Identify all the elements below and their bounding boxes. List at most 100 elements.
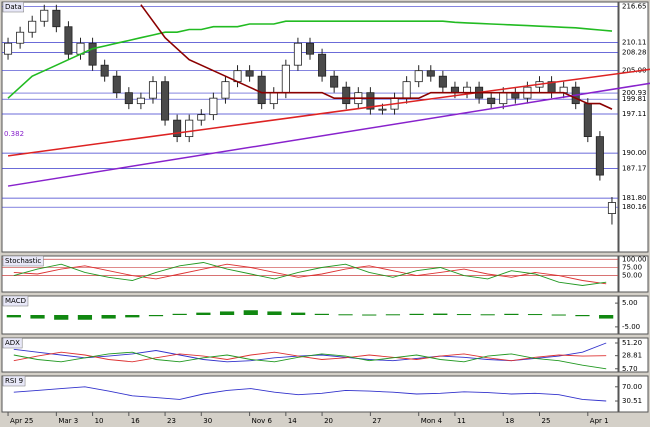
series-line xyxy=(140,4,613,110)
histogram-bar xyxy=(267,311,282,315)
candle-body xyxy=(185,119,194,138)
y-tick-label: 180.16 xyxy=(622,203,647,211)
histogram-bar xyxy=(409,313,424,315)
x-tick-label: Apr 25 xyxy=(10,417,33,425)
y-tick-label: 205.00 xyxy=(622,67,647,75)
x-tick-label: 30 xyxy=(203,417,212,425)
candle-body xyxy=(40,9,49,22)
trend-line xyxy=(7,68,650,157)
y-tick-label: 51.20 xyxy=(622,339,642,347)
y-tick-label: 208.28 xyxy=(622,49,647,57)
y-tick-label: 187.17 xyxy=(622,165,647,173)
candle-body xyxy=(366,92,375,110)
x-tick-label: Apr 1 xyxy=(590,417,609,425)
x-tick-label: 18 xyxy=(505,417,514,425)
annotation: 0.382 xyxy=(4,130,24,138)
candle-body xyxy=(257,75,266,105)
y-tick-label: 50.00 xyxy=(622,272,642,280)
y-tick-label: 30.51 xyxy=(622,397,642,405)
y-tick-label: 75.00 xyxy=(622,263,642,271)
candle-body xyxy=(607,202,616,214)
candle-body xyxy=(16,31,25,44)
histogram-bar xyxy=(6,315,21,318)
panel-title-box xyxy=(2,1,24,13)
x-tick-label: Mar 3 xyxy=(58,417,78,425)
panel xyxy=(1,337,619,373)
histogram-bar xyxy=(125,315,140,318)
panel xyxy=(1,255,619,293)
panel-title-box xyxy=(2,337,23,349)
x-tick-label: 27 xyxy=(372,417,381,425)
candle-body xyxy=(281,64,290,94)
histogram-bar xyxy=(54,315,69,320)
candle-body xyxy=(559,86,568,94)
candle-body xyxy=(499,92,508,105)
candle-body xyxy=(462,86,472,94)
panel-title-box xyxy=(2,295,29,307)
histogram-bar xyxy=(243,310,258,315)
series-line xyxy=(13,263,607,285)
candle-body xyxy=(487,97,496,105)
candle-body xyxy=(414,70,423,83)
candle-body xyxy=(4,42,13,55)
y-tick-label: 200.93 xyxy=(622,89,647,97)
y-tick-label: 190.00 xyxy=(622,149,647,157)
panel-title: MACD xyxy=(5,297,26,305)
y-tick-label: 5.70 xyxy=(622,365,638,373)
histogram-bar xyxy=(291,312,306,315)
histogram-bar xyxy=(196,312,211,315)
histogram-bar xyxy=(599,315,614,319)
candle-body xyxy=(318,53,327,77)
x-tick-label: 11 xyxy=(457,417,466,425)
candle-body xyxy=(426,70,435,77)
candle-body xyxy=(52,9,61,28)
panel xyxy=(1,295,619,335)
y-tick-label: 100.00 xyxy=(622,255,647,263)
x-tick-label: 10 xyxy=(95,417,104,425)
trend-line xyxy=(7,82,650,187)
candle-body xyxy=(342,86,351,105)
x-tick-label: 23 xyxy=(167,417,176,425)
histogram-bar xyxy=(338,314,353,316)
histogram-bar xyxy=(148,315,164,317)
histogram-bar xyxy=(30,315,45,319)
histogram-bar xyxy=(527,314,543,316)
candle-body xyxy=(245,70,254,77)
candle-body xyxy=(136,97,145,105)
y-tick-label: 199.81 xyxy=(622,95,647,103)
histogram-bar xyxy=(480,314,495,316)
candle-body xyxy=(450,86,459,94)
candle-body xyxy=(197,114,206,121)
candle-body xyxy=(173,119,182,138)
candle-body xyxy=(305,42,315,55)
candle-body xyxy=(28,20,37,33)
candle-body xyxy=(330,75,339,88)
candle-body xyxy=(378,108,387,111)
x-tick-label: Mon 4 xyxy=(421,417,443,425)
series-line xyxy=(13,351,607,363)
y-tick-label: 181.80 xyxy=(622,194,647,202)
histogram-bar xyxy=(314,313,329,315)
candle-body xyxy=(269,92,278,105)
candle-body xyxy=(161,81,170,121)
axis-panel xyxy=(618,1,649,253)
series-line xyxy=(7,20,613,99)
y-tick-label: 5.00 xyxy=(622,299,638,307)
panel-title: Stochastic xyxy=(5,257,41,265)
histogram-bar xyxy=(385,314,401,316)
candle-body xyxy=(100,64,109,77)
candle-body xyxy=(583,103,592,138)
candle-body xyxy=(438,75,447,88)
axis-panel xyxy=(618,337,649,373)
x-tick-label: 25 xyxy=(541,417,550,425)
histogram-bar xyxy=(433,313,448,315)
candle-body xyxy=(124,92,133,105)
histogram-bar xyxy=(77,315,93,320)
histogram-bar xyxy=(456,314,472,316)
series-line xyxy=(13,351,607,370)
candle-body xyxy=(88,42,97,66)
histogram-bar xyxy=(219,311,235,315)
y-tick-label: 216.65 xyxy=(622,3,647,11)
histogram-bar xyxy=(362,314,377,316)
